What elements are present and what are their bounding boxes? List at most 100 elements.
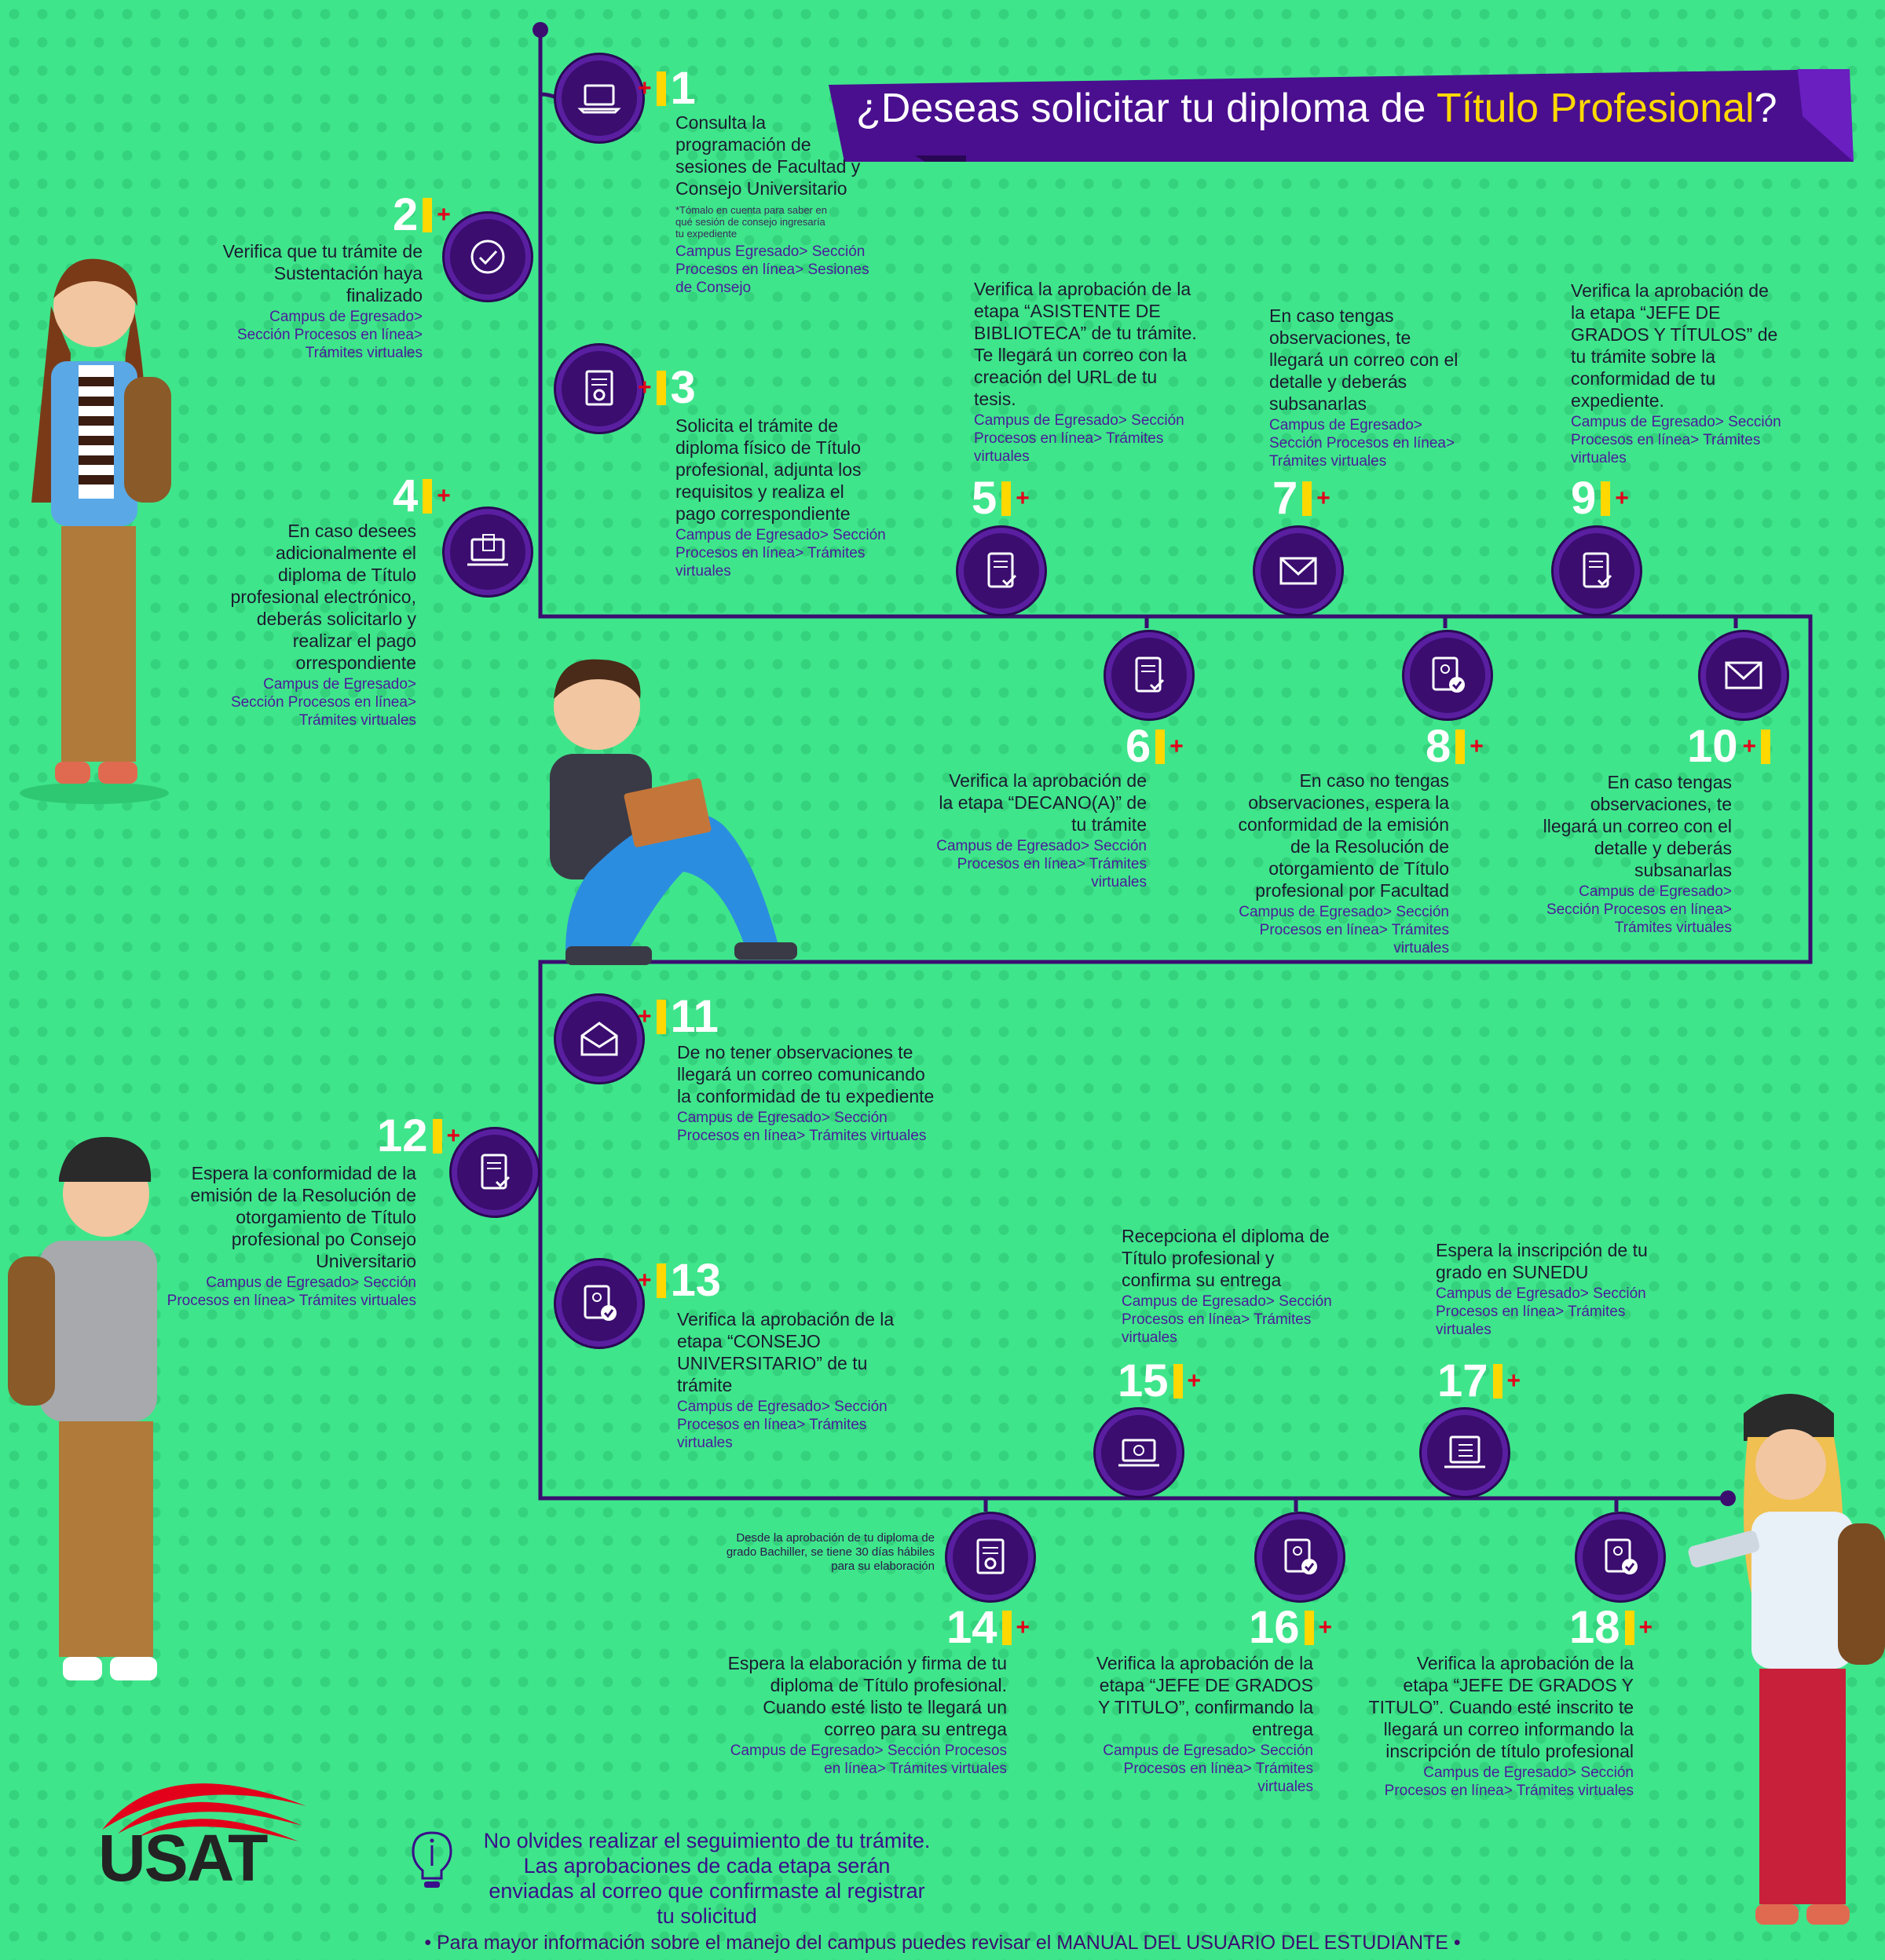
step-16-number: 16 + xyxy=(1249,1602,1333,1653)
step-links: Campus de Egresado> Sección Procesos en … xyxy=(974,412,1184,465)
checklist-laptop-icon xyxy=(1444,1435,1485,1468)
step-links: Campus de Egresado> Sección Procesos en … xyxy=(230,676,416,729)
step-13-node xyxy=(556,1260,642,1347)
step-links: Campus de Egresado> Sección Procesos en … xyxy=(1122,1293,1332,1346)
step-2-node xyxy=(445,214,531,300)
step-14-note: Desde la aprobación de tu diploma de gra… xyxy=(726,1531,935,1573)
step-description: Espera la conformidad de la emisión de l… xyxy=(190,1163,416,1271)
step-7-node xyxy=(1255,528,1341,614)
step-14-number: 14 + xyxy=(946,1602,1030,1653)
step-description: En caso no tengas observaciones, espera … xyxy=(1238,770,1449,901)
step-8-node xyxy=(1404,632,1491,719)
lightbulb-icon xyxy=(412,1831,452,1888)
document-check-icon xyxy=(987,552,1017,588)
step-note: *Tómalo en cuenta para saber en qué sesi… xyxy=(675,204,827,240)
step-5-text: Verifica la aprobación de la etapa “ASIS… xyxy=(974,278,1198,466)
step-description: En caso desees adicionalmente el diploma… xyxy=(230,521,416,673)
step-15-number: 15 + xyxy=(1118,1355,1202,1406)
step-links: Campus de Egresado> Sección Procesos en … xyxy=(1546,883,1732,936)
document-check-icon xyxy=(1583,552,1612,588)
student-girl-top-illustration xyxy=(20,258,171,804)
step-12-number: 12 + xyxy=(377,1110,461,1161)
step-14-text: Espera la elaboración y firma de tu dipl… xyxy=(715,1652,1007,1778)
step-7-text: En caso tengas observaciones, te llegará… xyxy=(1269,305,1466,470)
step-description: Verifica la aprobación de la etapa “CONS… xyxy=(677,1309,895,1395)
step-description: Espera la elaboración y firma de tu dipl… xyxy=(727,1653,1007,1739)
step-9-node xyxy=(1554,528,1640,614)
step-14-node xyxy=(947,1514,1034,1600)
step-links: Campus Egresado> Sección Procesos en lín… xyxy=(675,243,869,296)
title-banner xyxy=(829,69,1854,162)
step-description: De no tener observaciones te llegará un … xyxy=(677,1042,935,1106)
step-links: Campus de Egresado> Sección Procesos en … xyxy=(167,1274,416,1309)
step-links: Campus de Egresado> Sección Procesos en … xyxy=(1571,414,1781,466)
step-11-text: De no tener observaciones te llegará un … xyxy=(677,1041,936,1145)
title-suffix: ? xyxy=(1754,86,1777,131)
step-links: Campus de Egresado> Sección Procesos en … xyxy=(1436,1285,1646,1338)
student-girl-phone-illustration xyxy=(1688,1394,1885,1925)
step-description: Verifica la aprobación de la etapa “JEFE… xyxy=(1571,280,1778,411)
step-description: Verifica la aprobación de la etapa “JEFE… xyxy=(1368,1653,1634,1761)
step-6-number: 6 + xyxy=(1126,721,1184,772)
step-10-number: 10 + xyxy=(1687,724,1771,770)
step-description: Recepciona el diploma de Título profesio… xyxy=(1122,1226,1330,1290)
step-description: Verifica la aprobación de la etapa “DECA… xyxy=(939,770,1147,835)
step-3-number: +3 xyxy=(638,362,696,413)
step-9-text: Verifica la aprobación de la etapa “JEFE… xyxy=(1571,280,1783,467)
laptop-icon xyxy=(577,84,621,114)
step-11-number: +11 xyxy=(638,991,719,1042)
id-badge-check-icon xyxy=(584,1285,617,1321)
step-description: Consulta la programación de sesiones de … xyxy=(675,112,861,199)
id-badge-check-icon xyxy=(1432,656,1465,693)
step-links: Campus de Egresado> Sección Procesos en … xyxy=(677,1399,888,1451)
usat-logo xyxy=(102,1783,306,1841)
step-4-number: 4 + xyxy=(393,470,451,521)
step-5-node xyxy=(958,528,1045,614)
step-links: Campus de Egresado> Sección Procesos en … xyxy=(236,309,423,361)
step-4-text: En caso desees adicionalmente el diploma… xyxy=(208,520,416,730)
step-7-number: 7 + xyxy=(1272,473,1330,524)
laptop-document-icon xyxy=(467,534,508,566)
envelope-icon xyxy=(1725,661,1762,689)
step-18-number: 18 + xyxy=(1569,1602,1653,1653)
document-check-icon xyxy=(1135,656,1165,693)
step-6-text: Verifica la aprobación de la etapa “DECA… xyxy=(935,770,1147,891)
id-badge-check-icon xyxy=(1605,1538,1638,1574)
step-17-number: 17 + xyxy=(1437,1355,1521,1406)
check-circle-icon xyxy=(470,240,505,274)
step-16-text: Verifica la aprobación de la etapa “JEFE… xyxy=(1084,1652,1313,1796)
step-2-text: Verifica que tu trámite de Sustentación … xyxy=(220,240,423,362)
usat-logo-text: USAT xyxy=(98,1821,268,1895)
step-12-node xyxy=(452,1129,538,1216)
step-2-number: 2 + xyxy=(393,189,451,240)
step-5-number: 5 + xyxy=(972,473,1030,524)
certificate-icon xyxy=(976,1538,1005,1574)
step-1-text: Consulta la programación de sesiones de … xyxy=(675,112,880,297)
id-badge-check-icon xyxy=(1284,1538,1317,1574)
step-description: Espera la inscripción de tu grado en SUN… xyxy=(1436,1240,1648,1282)
step-18-text: Verifica la aprobación de la etapa “JEFE… xyxy=(1367,1652,1634,1800)
step-links: Campus de Egresado> Sección Procesos en … xyxy=(1269,417,1455,470)
step-16-node xyxy=(1257,1514,1343,1600)
envelope-icon xyxy=(1279,557,1317,585)
step-15-text: Recepciona el diploma de Título profesio… xyxy=(1122,1225,1334,1347)
laptop-certificate-icon xyxy=(1118,1439,1159,1467)
open-envelope-icon xyxy=(580,1022,618,1056)
student-boy-bottom-illustration xyxy=(8,1136,157,1680)
document-check-icon xyxy=(481,1154,511,1190)
step-17-node xyxy=(1422,1410,1508,1496)
step-description: En caso tengas observaciones, te llegará… xyxy=(1543,772,1732,880)
step-8-text: En caso no tengas observaciones, espera … xyxy=(1221,770,1449,957)
step-13-number: +13 xyxy=(638,1255,722,1306)
student-boy-reading-illustration xyxy=(550,659,797,965)
step-15-node xyxy=(1096,1410,1182,1496)
step-17-text: Espera la inscripción de tu grado en SUN… xyxy=(1436,1239,1664,1339)
footer-info: • Para mayor información sobre el manejo… xyxy=(424,1932,1461,1954)
step-description: En caso tengas observaciones, te llegará… xyxy=(1269,305,1459,414)
title-highlight: Título Profesional xyxy=(1436,86,1755,131)
step-links: Campus de Egresado> Sección Procesos en … xyxy=(1103,1742,1313,1795)
step-description: Verifica la aprobación de la etapa “ASIS… xyxy=(974,279,1197,409)
step-13-text: Verifica la aprobación de la etapa “CONS… xyxy=(677,1308,905,1452)
step-links: Campus de Egresado> Sección Procesos en … xyxy=(677,1110,927,1144)
